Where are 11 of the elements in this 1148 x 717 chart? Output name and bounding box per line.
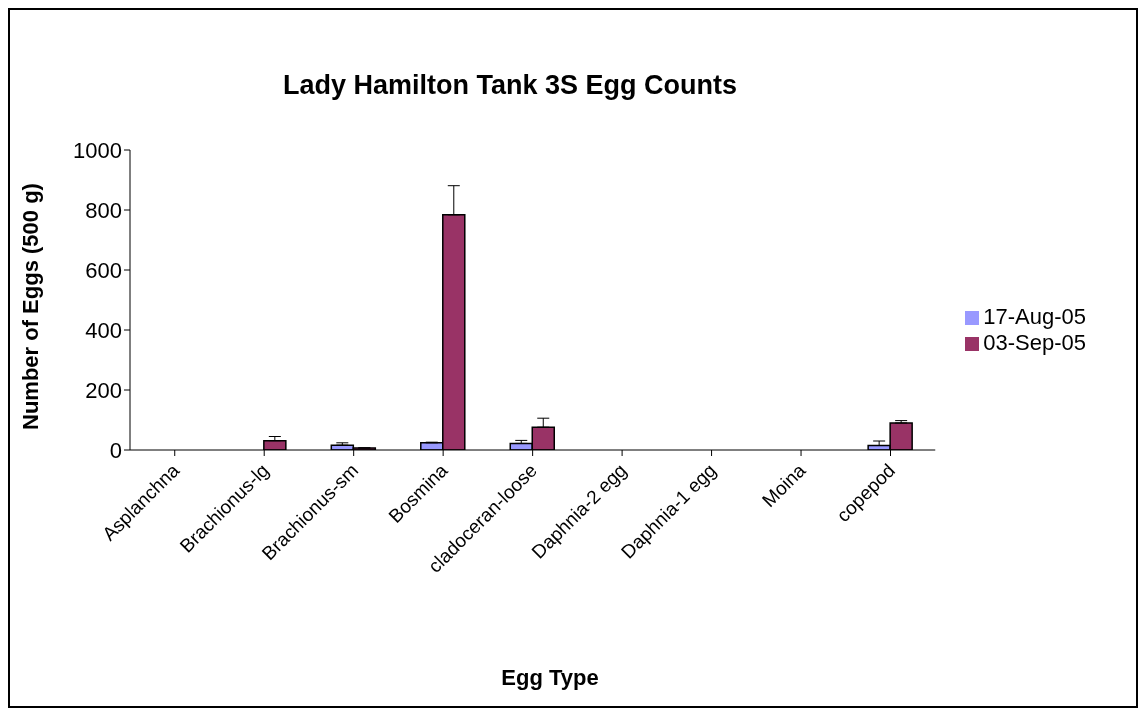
x-axis-title: Egg Type	[500, 665, 600, 691]
y-axis-title: Number of Eggs (500 g)	[17, 183, 43, 430]
legend-label: 03-Sep-05	[983, 330, 1086, 355]
legend-label: 17-Aug-05	[983, 304, 1086, 329]
y-tick-label: 600	[85, 257, 122, 283]
y-tick-label: 1000	[73, 137, 122, 163]
chart-title: Lady Hamilton Tank 3S Egg Counts	[281, 70, 738, 101]
y-tick-label: 0	[109, 437, 122, 463]
y-tick-label: 400	[85, 317, 122, 343]
y-tick-label: 200	[85, 377, 122, 403]
y-tick-label: 800	[85, 197, 122, 223]
